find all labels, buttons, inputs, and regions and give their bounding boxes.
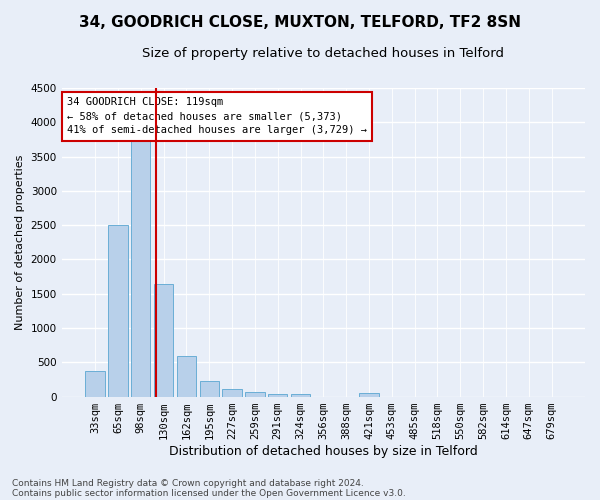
Bar xyxy=(108,225,128,396)
Bar xyxy=(268,394,287,396)
Title: Size of property relative to detached houses in Telford: Size of property relative to detached ho… xyxy=(142,48,505,60)
Bar xyxy=(223,389,242,396)
Text: 34, GOODRICH CLOSE, MUXTON, TELFORD, TF2 8SN: 34, GOODRICH CLOSE, MUXTON, TELFORD, TF2… xyxy=(79,15,521,30)
Text: Contains HM Land Registry data © Crown copyright and database right 2024.: Contains HM Land Registry data © Crown c… xyxy=(12,478,364,488)
Y-axis label: Number of detached properties: Number of detached properties xyxy=(15,154,25,330)
Text: 34 GOODRICH CLOSE: 119sqm
← 58% of detached houses are smaller (5,373)
41% of se: 34 GOODRICH CLOSE: 119sqm ← 58% of detac… xyxy=(67,98,367,136)
Text: Contains public sector information licensed under the Open Government Licence v3: Contains public sector information licen… xyxy=(12,488,406,498)
Bar xyxy=(359,393,379,396)
X-axis label: Distribution of detached houses by size in Telford: Distribution of detached houses by size … xyxy=(169,444,478,458)
Bar xyxy=(200,381,219,396)
Bar xyxy=(85,371,105,396)
Bar xyxy=(245,392,265,396)
Bar xyxy=(291,394,310,396)
Bar xyxy=(154,284,173,397)
Bar xyxy=(131,140,151,396)
Bar xyxy=(177,356,196,397)
